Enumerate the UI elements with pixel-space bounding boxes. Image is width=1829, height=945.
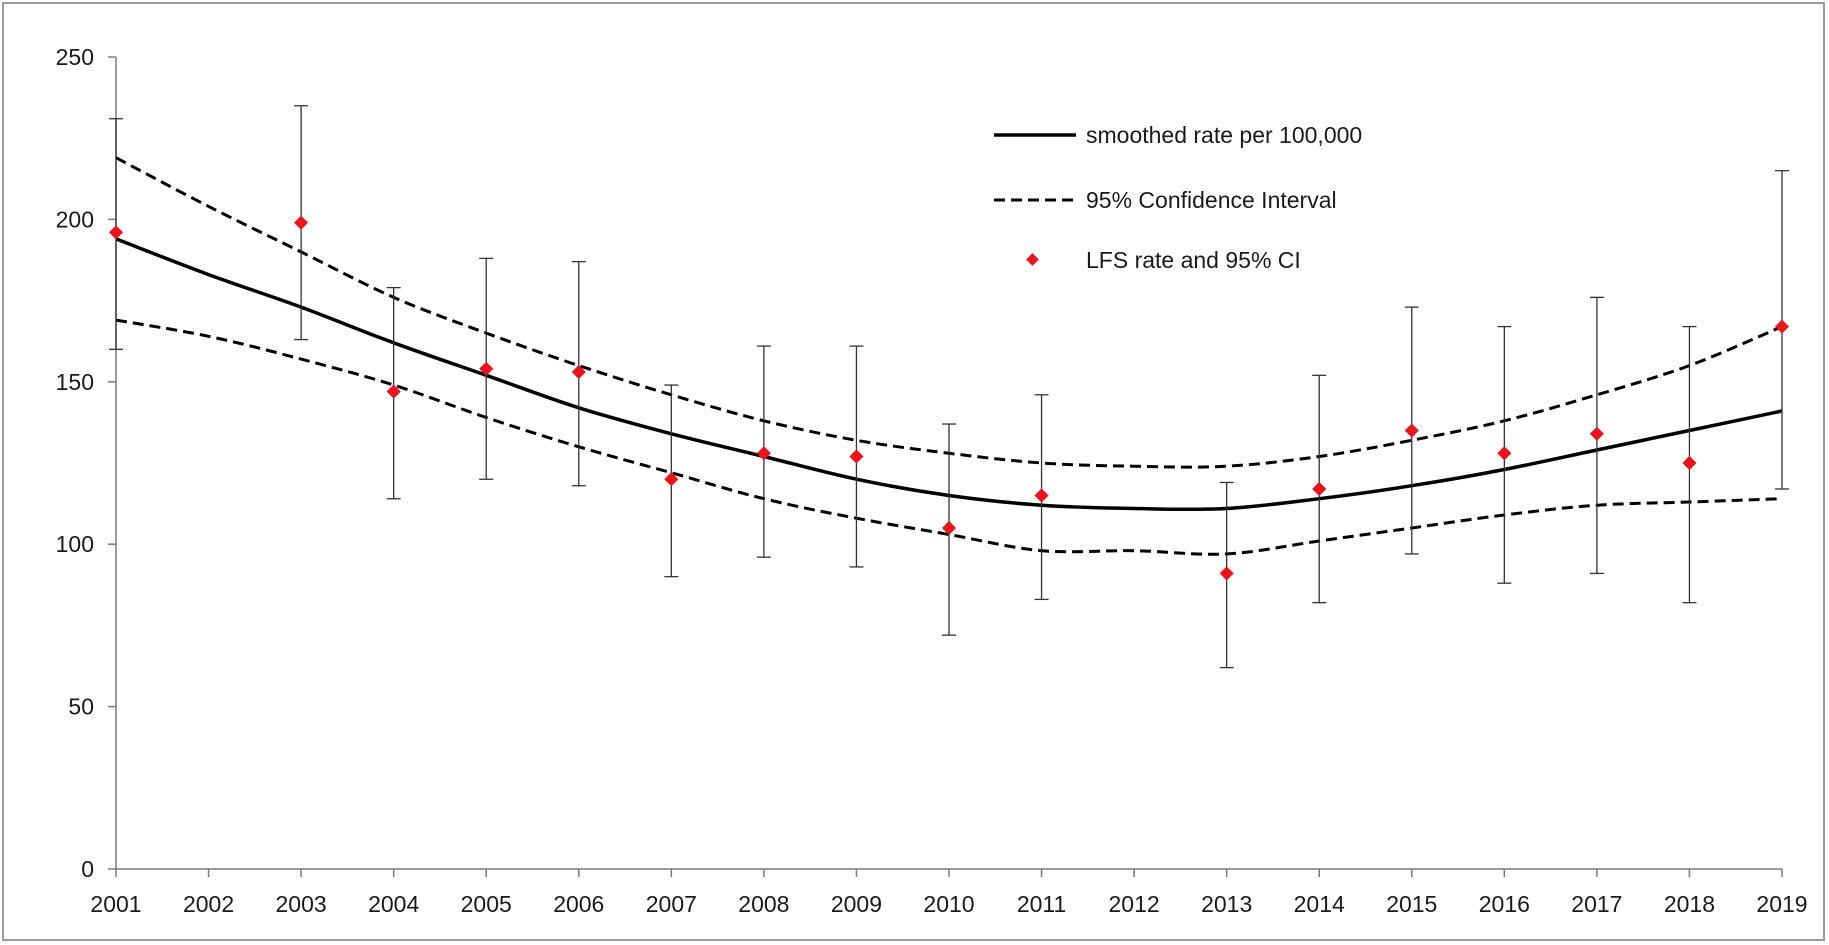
x-tick-label: 2006: [553, 891, 604, 917]
lfs-marker: [1682, 455, 1697, 471]
x-tick-label: 2012: [1109, 891, 1160, 917]
lfs-marker: [1589, 426, 1604, 441]
x-tick-label: 2001: [90, 891, 141, 917]
x-tick-label: 2009: [831, 891, 882, 917]
x-tick-label: 2018: [1664, 891, 1715, 917]
lfs-markers: [108, 215, 1790, 581]
lfs-marker: [1497, 446, 1512, 461]
ci-upper-line: [115, 156, 1783, 469]
x-tick-label: 2011: [1017, 891, 1066, 917]
x-tick-label: 2007: [646, 891, 697, 917]
y-tick-label: 0: [81, 856, 94, 882]
error-bars: [109, 105, 1789, 669]
lfs-marker: [1774, 319, 1790, 334]
lfs-marker: [1219, 566, 1234, 581]
lfs-marker: [479, 361, 494, 376]
x-tick-label: 2015: [1386, 891, 1437, 917]
x-tick-label: 2008: [738, 891, 789, 917]
lfs-marker: [941, 520, 957, 536]
legend-label-smoothed: smoothed rate per 100,000: [1086, 122, 1362, 148]
y-tick-label: 150: [56, 369, 94, 395]
x-ticks: 2001 2002 2003 2004 2005 2006 2007 2008 2009 2010…: [90, 869, 1808, 917]
lfs-marker: [1034, 488, 1049, 503]
y-ticks: 0 50 100 150 200 250: [56, 44, 116, 882]
lfs-marker: [294, 215, 309, 230]
x-tick-label: 2014: [1294, 891, 1345, 917]
lfs-marker: [664, 472, 679, 487]
x-tick-label: 2010: [923, 891, 974, 917]
lfs-marker: [756, 446, 771, 461]
x-tick-label: 2004: [368, 891, 419, 917]
lfs-marker: [849, 449, 864, 464]
lfs-marker: [386, 384, 401, 399]
legend-swatch-lfs-marker: [1026, 253, 1039, 266]
y-tick-label: 100: [56, 531, 94, 557]
x-tick-label: 2002: [183, 891, 234, 917]
lfs-marker: [1312, 481, 1327, 497]
lfs-marker: [108, 225, 124, 240]
x-tick-label: 2013: [1201, 891, 1252, 917]
x-tick-label: 2016: [1479, 891, 1530, 917]
chart-svg: 0 50 100 150 200 250 2001 2002 2003 2004 2005 2006…: [56, 44, 1808, 917]
legend-label-ci: 95% Confidence Interval: [1086, 187, 1337, 213]
lfs-marker: [571, 364, 586, 380]
legend-label-lfs: LFS rate and 95% CI: [1086, 247, 1301, 273]
y-tick-label: 200: [56, 206, 94, 232]
lfs-marker: [1404, 423, 1419, 438]
legend: smoothed rate per 100,000 95% Confidence…: [994, 122, 1362, 273]
y-tick-label: 250: [56, 44, 94, 70]
x-tick-label: 2017: [1571, 891, 1622, 917]
x-tick-label: 2005: [461, 891, 512, 917]
y-tick-label: 50: [68, 694, 94, 720]
x-tick-label: 2003: [276, 891, 327, 917]
x-tick-label: 2019: [1756, 891, 1807, 917]
